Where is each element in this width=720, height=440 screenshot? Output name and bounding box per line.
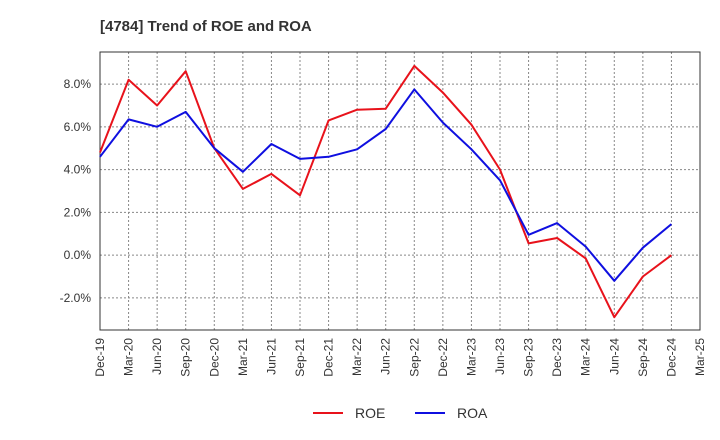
x-tick-label: Sep-20 xyxy=(179,338,193,377)
series-line-roe xyxy=(99,64,672,319)
y-tick-label: -2.0% xyxy=(60,291,92,305)
x-tick-label: Sep-21 xyxy=(293,338,307,377)
axes xyxy=(99,51,701,331)
legend: ROE ROA xyxy=(313,405,488,421)
y-tick-label: 6.0% xyxy=(64,120,92,134)
y-tick-label: 0.0% xyxy=(64,248,92,262)
y-tick-labels: 8.0% 6.0% 4.0% 2.0% 0.0% -2.0% xyxy=(60,77,92,305)
x-tick-label: Mar-24 xyxy=(579,338,593,376)
series-lines xyxy=(99,64,673,319)
x-tick-label: Mar-21 xyxy=(236,338,250,376)
series-line-roa xyxy=(99,88,673,282)
x-tick-label: Jun-24 xyxy=(607,338,621,375)
x-tick-label: Dec-22 xyxy=(436,338,450,377)
x-tick-label: Jun-21 xyxy=(264,338,278,375)
x-tick-label: Mar-22 xyxy=(350,338,364,376)
x-tick-label: Mar-23 xyxy=(464,338,478,376)
x-tick-label: Jun-22 xyxy=(379,338,393,375)
y-tick-label: 4.0% xyxy=(64,163,92,177)
y-tick-label: 8.0% xyxy=(64,77,92,91)
x-tick-label: Jun-23 xyxy=(493,338,507,375)
legend-label-roa: ROA xyxy=(457,405,488,421)
x-tick-labels: Dec-19 Mar-20 Jun-20 Sep-20 Dec-20 Mar-21 Jun-… xyxy=(93,338,707,377)
x-tick-label: Sep-23 xyxy=(522,338,536,377)
x-tick-label: Sep-24 xyxy=(636,338,650,377)
x-tick-label: Mar-20 xyxy=(122,338,136,376)
x-tick-label: Jun-20 xyxy=(150,338,164,375)
x-tick-label: Sep-22 xyxy=(407,338,421,377)
plot-frame xyxy=(99,51,701,331)
x-tick-label: Mar-25 xyxy=(693,338,707,376)
x-tick-label: Dec-24 xyxy=(664,338,678,377)
x-tick-label: Dec-20 xyxy=(207,338,221,377)
chart-title: [4784] Trend of ROE and ROA xyxy=(100,18,312,35)
grid xyxy=(100,52,700,330)
x-tick-label: Dec-21 xyxy=(322,338,336,377)
x-tick-label: Dec-19 xyxy=(93,338,107,377)
x-tick-label: Dec-23 xyxy=(550,338,564,377)
legend-label-roe: ROE xyxy=(355,405,385,421)
y-tick-label: 2.0% xyxy=(64,205,92,219)
